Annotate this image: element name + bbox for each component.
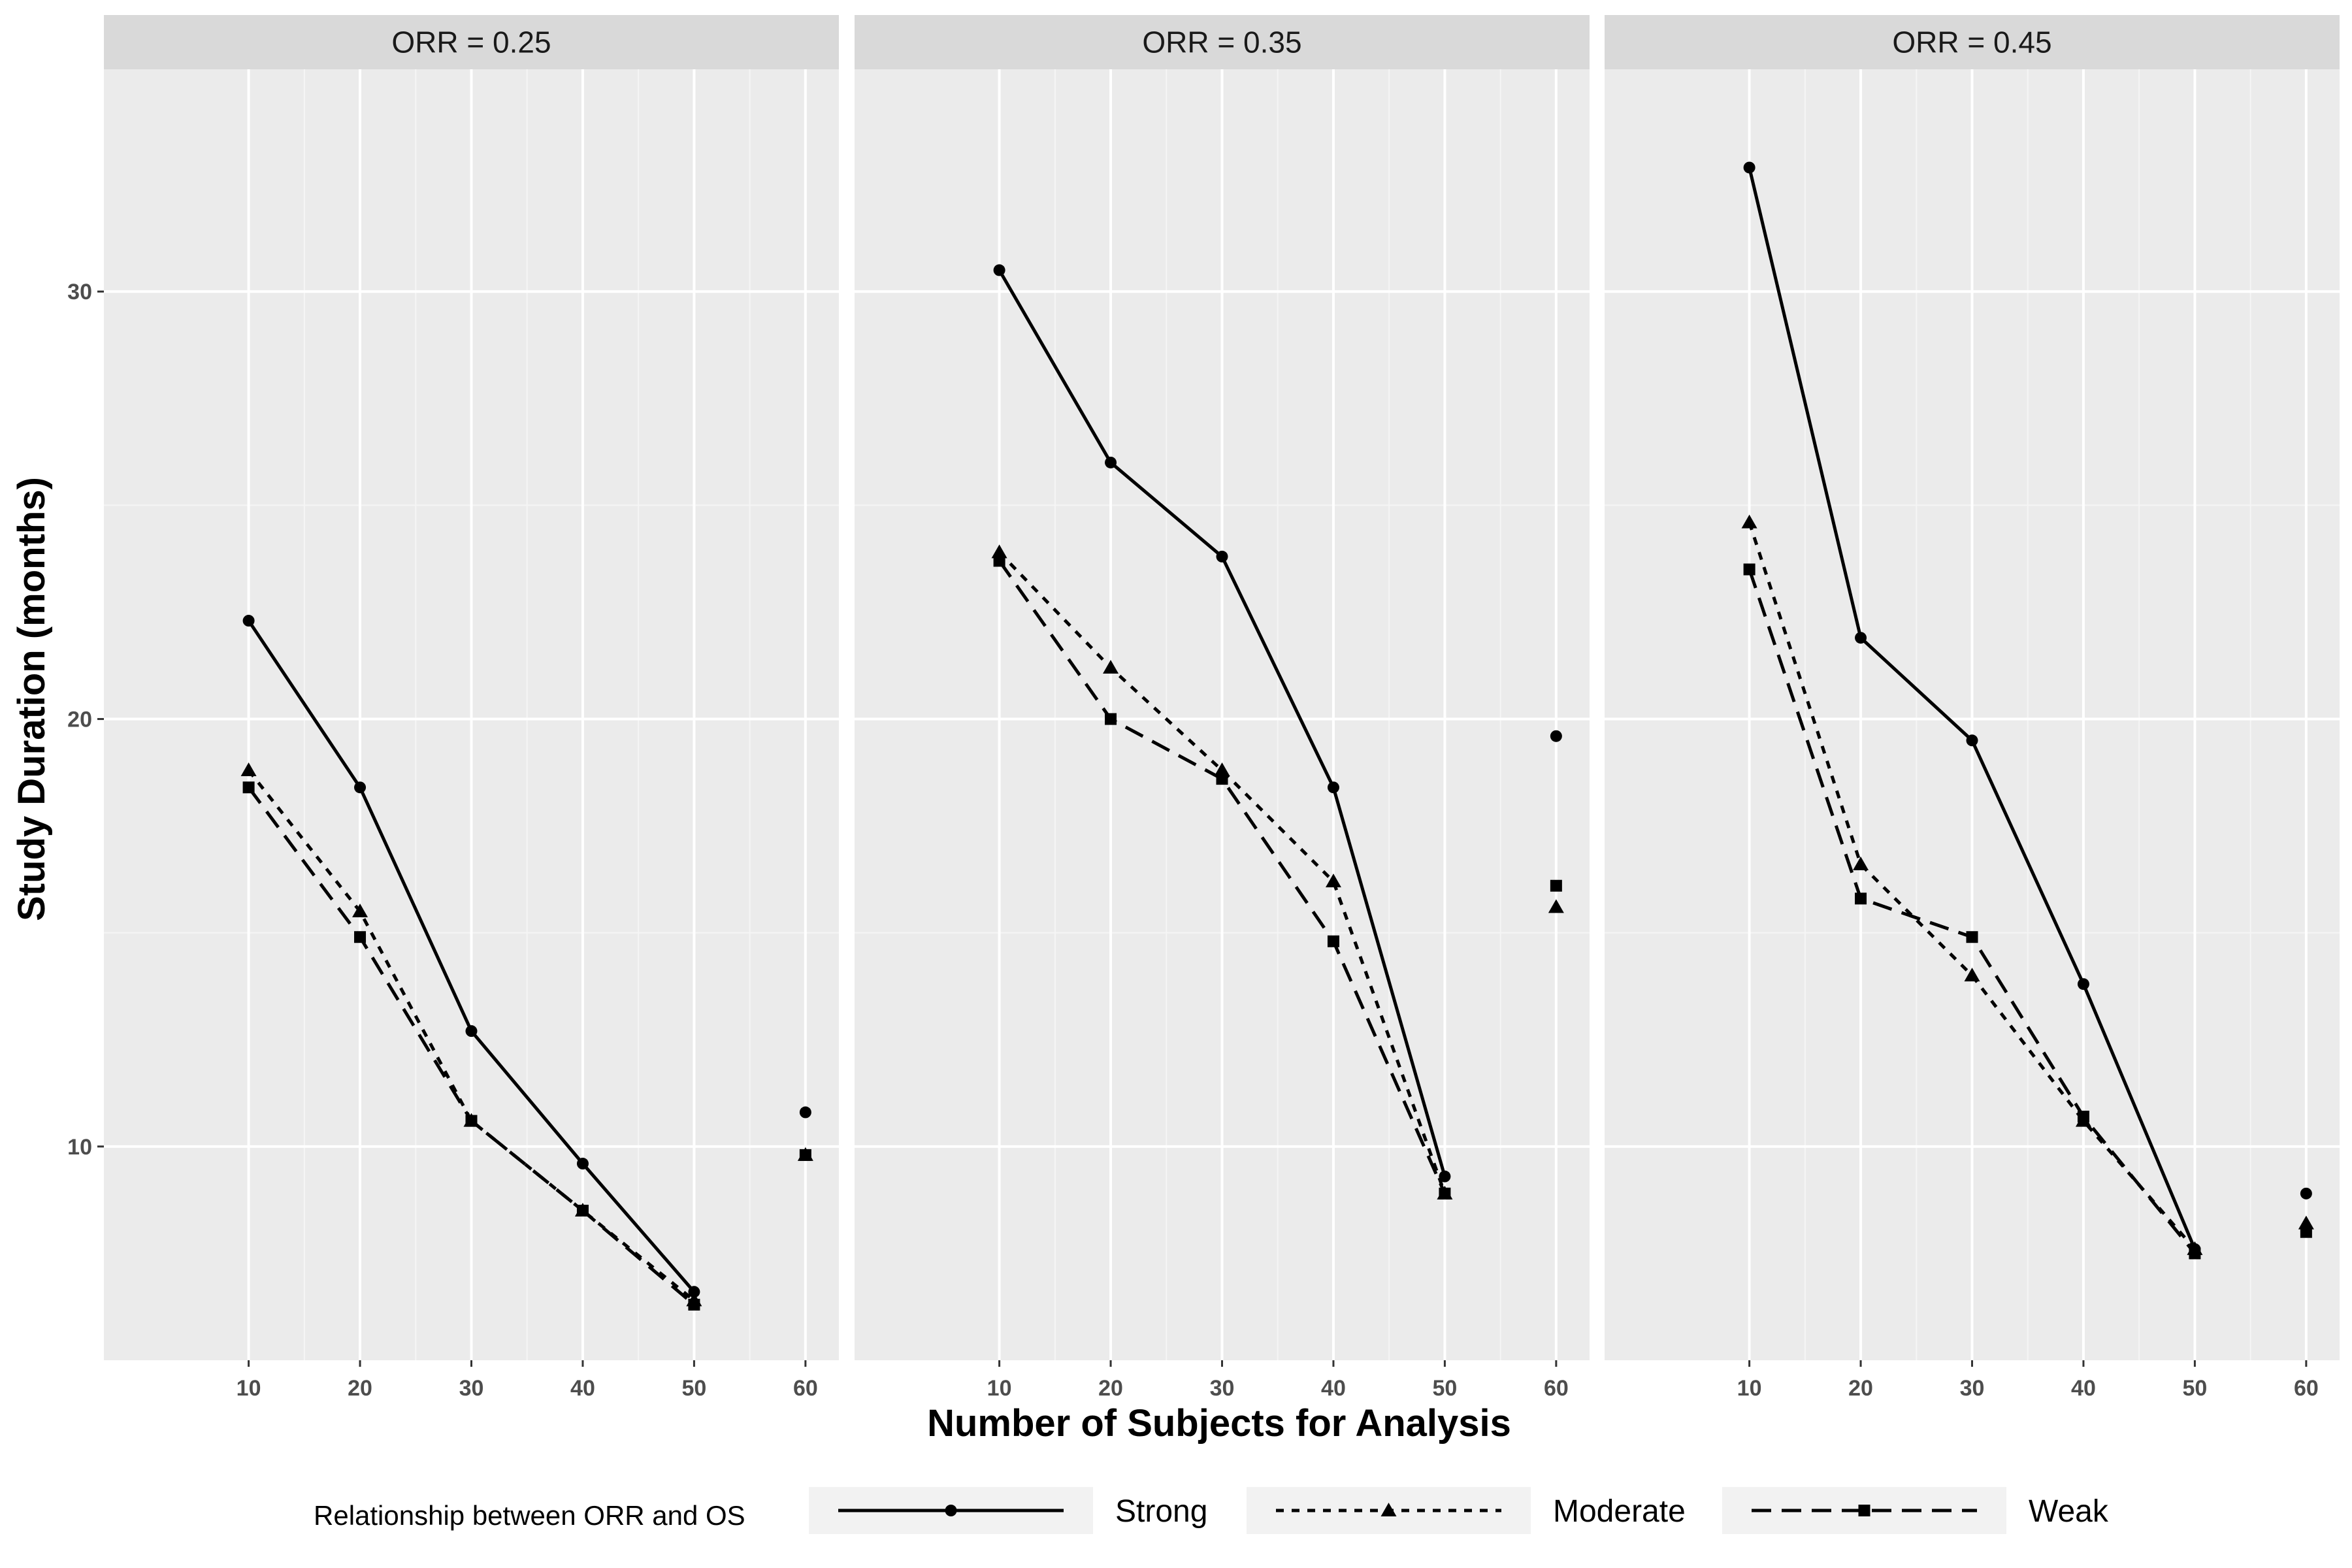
- data-point-moderate: [1548, 899, 1564, 913]
- data-point-strong: [1105, 456, 1117, 468]
- data-point-weak: [1966, 931, 1978, 943]
- data-point-moderate: [1214, 762, 1230, 777]
- x-tick-label: 50: [681, 1376, 706, 1401]
- data-point-strong: [465, 1025, 478, 1037]
- data-point-strong: [2077, 978, 2089, 990]
- x-tick-label: 40: [1321, 1376, 1346, 1401]
- legend-key-marker: [1380, 1503, 1397, 1516]
- data-point-moderate: [1964, 968, 1980, 982]
- data-point-strong: [799, 1106, 811, 1119]
- facet-strip: [104, 15, 839, 69]
- x-tick-label: 20: [1848, 1376, 1873, 1401]
- data-point-weak: [1439, 1187, 1451, 1200]
- data-point-strong: [354, 781, 367, 794]
- data-point-weak: [993, 555, 1005, 567]
- data-point-weak: [1743, 563, 1756, 576]
- series-strong: [993, 264, 1562, 1183]
- data-point-strong: [576, 1158, 589, 1170]
- panel-3: ORR = 0.45 10 20 30 40 50 60: [1605, 15, 2340, 1401]
- x-tick-label: 40: [570, 1376, 595, 1401]
- series-strong: [1743, 161, 2312, 1255]
- data-point-weak: [2077, 1111, 2089, 1123]
- x-tick-label: 30: [1960, 1376, 1985, 1401]
- data-point-strong: [1966, 734, 1978, 747]
- data-point-weak: [1105, 713, 1117, 725]
- facet-strip: [855, 15, 1590, 69]
- legend-item-strong: Strong: [809, 1487, 1207, 1534]
- facet-label: ORR = 0.35: [1142, 25, 1301, 59]
- x-tick-label: 30: [1210, 1376, 1235, 1401]
- legend-key-marker: [945, 1505, 957, 1516]
- legend-item-weak: Weak: [1722, 1487, 2109, 1534]
- data-point-strong: [1439, 1170, 1451, 1183]
- data-point-strong: [1550, 730, 1562, 742]
- panel-1: ORR = 0.25 10 20 30 40 50 60 10 20 30: [67, 15, 839, 1401]
- data-point-strong: [1855, 632, 1867, 644]
- data-point-moderate: [1853, 857, 1869, 871]
- legend-label: Moderate: [1553, 1494, 1686, 1529]
- chart-panels: ORR = 0.25 10 20 30 40 50 60 10 20 30 ORR = 0.35 10…: [67, 15, 2340, 1401]
- facet-label: ORR = 0.45: [1892, 25, 2051, 59]
- x-tick-label: 10: [987, 1376, 1012, 1401]
- data-point-weak: [688, 1298, 700, 1311]
- data-point-weak: [354, 931, 367, 943]
- data-point-weak: [2300, 1226, 2312, 1238]
- facet-strip: [1605, 15, 2340, 69]
- data-point-strong: [2300, 1187, 2312, 1200]
- legend: Relationship between ORR and OS Strong Mo…: [314, 1487, 2109, 1534]
- legend-title: Relationship between ORR and OS: [314, 1500, 745, 1531]
- panel-2: ORR = 0.35 10 20 30 40 50 60: [855, 15, 1590, 1401]
- y-tick-label: 30: [67, 280, 92, 304]
- series-weak: [242, 781, 811, 1311]
- data-point-weak: [1855, 892, 1867, 905]
- x-tick-label: 20: [348, 1376, 372, 1401]
- x-tick-label: 60: [793, 1376, 818, 1401]
- data-point-strong: [688, 1286, 700, 1298]
- data-point-strong: [1216, 550, 1228, 563]
- x-tick-label: 10: [1737, 1376, 1762, 1401]
- x-tick-label: 10: [237, 1376, 261, 1401]
- data-point-moderate: [352, 903, 368, 917]
- data-point-weak: [2189, 1247, 2201, 1260]
- data-point-moderate: [2298, 1215, 2314, 1230]
- data-point-moderate: [1325, 874, 1341, 888]
- data-point-moderate: [1103, 660, 1119, 674]
- legend-keys: Strong Moderate Weak: [809, 1487, 2109, 1534]
- data-point-strong: [1327, 781, 1339, 794]
- data-point-weak: [1216, 773, 1228, 785]
- data-point-moderate: [1741, 514, 1757, 529]
- y-tick-label: 10: [67, 1135, 92, 1160]
- data-point-strong: [242, 615, 255, 627]
- x-tick-label: 50: [2182, 1376, 2207, 1401]
- data-point-weak: [799, 1149, 811, 1161]
- series-weak: [1743, 563, 2312, 1260]
- legend-item-moderate: Moderate: [1247, 1487, 1686, 1534]
- data-point-weak: [1327, 935, 1339, 947]
- x-tick-label: 60: [1544, 1376, 1569, 1401]
- series-strong: [242, 615, 811, 1298]
- data-point-strong: [993, 264, 1005, 276]
- y-axis-title: Study Duration (months): [10, 477, 53, 921]
- x-axis-title: Number of Subjects for Analysis: [927, 1402, 1511, 1445]
- data-point-weak: [576, 1204, 589, 1217]
- x-tick-label: 40: [2071, 1376, 2096, 1401]
- data-point-weak: [465, 1115, 478, 1127]
- data-point-moderate: [991, 544, 1007, 559]
- data-point-weak: [1550, 879, 1562, 892]
- legend-label: Weak: [2029, 1494, 2109, 1529]
- legend-label: Strong: [1115, 1494, 1207, 1529]
- data-point-strong: [1743, 161, 1756, 174]
- x-tick-label: 60: [2294, 1376, 2319, 1401]
- facet-label: ORR = 0.25: [391, 25, 551, 59]
- data-point-weak: [242, 781, 255, 794]
- x-tick-label: 50: [1432, 1376, 1457, 1401]
- data-point-moderate: [240, 762, 257, 777]
- x-tick-label: 20: [1098, 1376, 1123, 1401]
- y-tick-label: 20: [67, 708, 92, 732]
- x-tick-label: 30: [459, 1376, 484, 1401]
- legend-key-marker: [1858, 1505, 1870, 1516]
- series-weak: [993, 555, 1562, 1200]
